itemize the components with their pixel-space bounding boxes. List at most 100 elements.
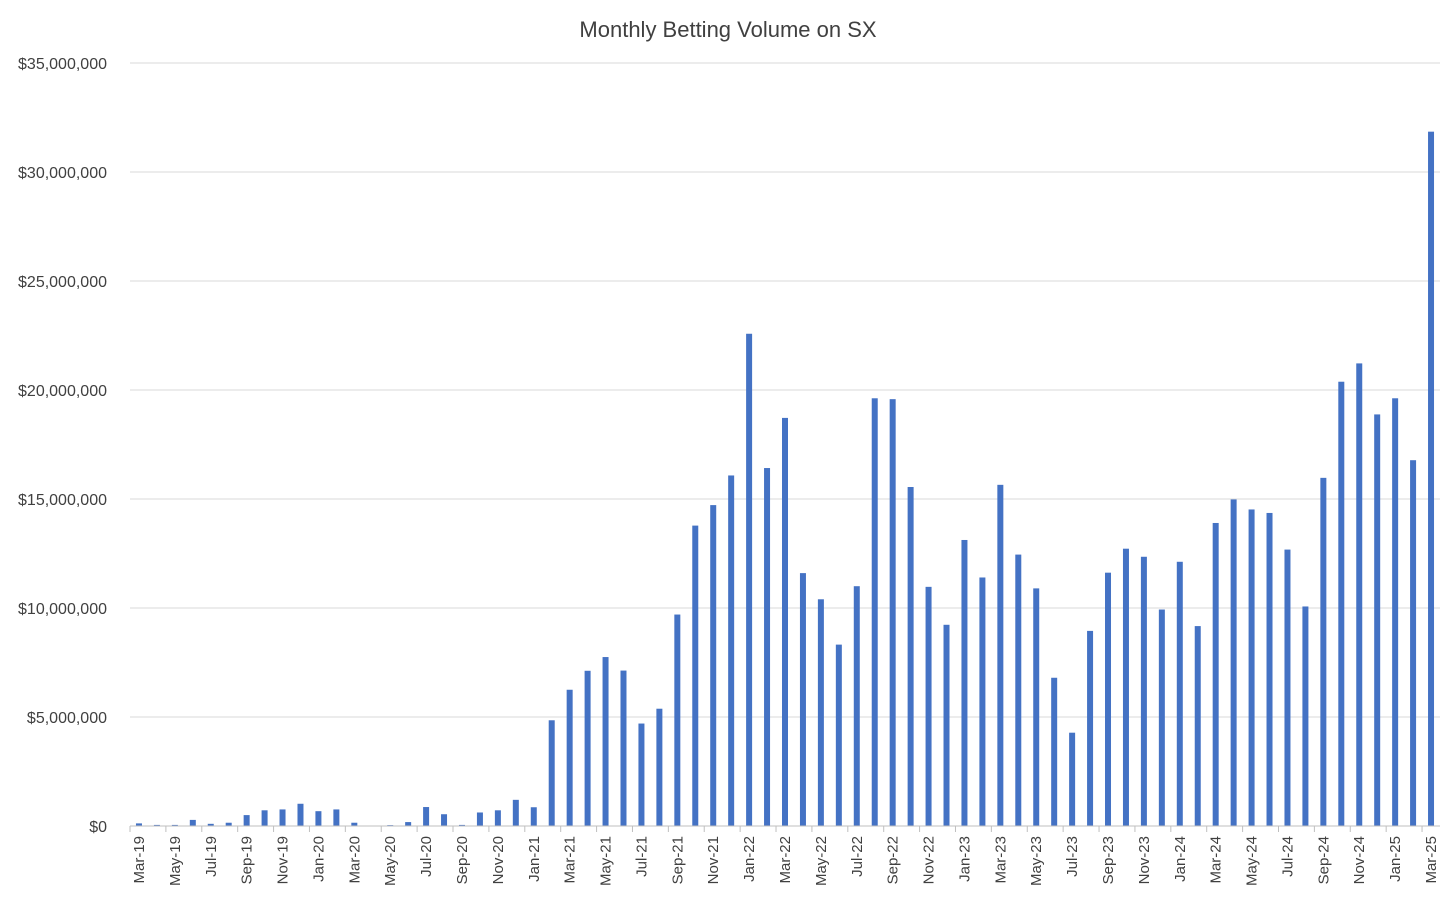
bar-Jun-21 <box>620 670 627 826</box>
bar-Dec-24 <box>1374 414 1381 826</box>
bar-Apr-24 <box>1230 499 1237 826</box>
bar-Oct-22 <box>907 487 914 826</box>
bar-Jan-22 <box>746 333 753 826</box>
x-tick-label: Jul-21 <box>633 836 650 877</box>
bar-Jun-22 <box>835 644 842 826</box>
bar-Mar-23 <box>997 484 1004 826</box>
bar-Jan-25 <box>1392 398 1399 826</box>
bar-Mar-21 <box>566 689 573 826</box>
bar-Dec-23 <box>1158 609 1165 826</box>
y-tick-label: $10,000,000 <box>18 601 107 618</box>
bar-May-22 <box>817 599 824 826</box>
bar-May-24 <box>1248 509 1255 826</box>
x-tick-label: Mar-21 <box>562 836 579 884</box>
x-tick-label: Sep-23 <box>1100 836 1117 884</box>
x-tick-label: Jul-22 <box>849 836 866 877</box>
x-tick-label: Jan-24 <box>1172 836 1189 882</box>
bar-Dec-21 <box>728 475 735 826</box>
x-tick-label: Nov-24 <box>1351 836 1368 884</box>
bar-Apr-19 <box>153 824 160 826</box>
bar-Dec-20 <box>512 799 519 826</box>
x-tick-label: Jan-22 <box>741 836 758 882</box>
axes <box>129 825 1440 832</box>
y-tick-label: $20,000,000 <box>18 383 107 400</box>
bar-Nov-20 <box>494 810 501 826</box>
x-tick-label: Jul-24 <box>1279 836 1296 877</box>
bar-Mar-19 <box>135 823 142 826</box>
bar-May-19 <box>171 824 178 826</box>
bar-Aug-24 <box>1302 606 1309 826</box>
bar-Oct-19 <box>261 810 268 826</box>
bar-Aug-22 <box>871 398 878 826</box>
bar-Mar-22 <box>782 417 788 826</box>
bar-Nov-24 <box>1356 363 1363 826</box>
x-tick-label: May-21 <box>598 836 615 886</box>
x-tick-label: Mar-24 <box>1208 836 1225 884</box>
bar-Sep-21 <box>674 614 681 826</box>
chart-title: Monthly Betting Volume on SX <box>579 17 876 42</box>
bar-Aug-19 <box>225 822 232 826</box>
x-tick-label: Nov-19 <box>275 836 292 884</box>
bar-Jul-21 <box>638 723 645 826</box>
y-tick-label: $35,000,000 <box>18 56 107 73</box>
bar-Sep-24 <box>1320 477 1327 826</box>
bar-Oct-23 <box>1122 548 1129 826</box>
bar-Jul-22 <box>853 586 860 826</box>
x-tick-label: Sep-24 <box>1315 836 1332 884</box>
y-axis-ticks: $0 $5,000,000 $10,000,000 $15,000,000 $20,00… <box>18 56 107 836</box>
bar-Jun-23 <box>1051 677 1058 826</box>
x-axis-ticks: Mar-19 May-19 Jul-19 Sep-19 Nov-19 Jan-20 Mar-… <box>131 836 1440 886</box>
x-tick-label: Mar-20 <box>346 836 363 884</box>
bar-Jul-24 <box>1284 549 1291 826</box>
bar-Jan-24 <box>1176 561 1183 826</box>
x-tick-label: Nov-20 <box>490 836 507 884</box>
bar-Jan-20 <box>315 811 322 826</box>
bar-Nov-22 <box>925 586 932 826</box>
bar-Dec-22 <box>943 624 950 826</box>
bar-Feb-21 <box>548 720 555 826</box>
x-tick-label: Jan-21 <box>526 836 543 882</box>
bar-Apr-23 <box>1015 554 1022 826</box>
x-tick-label: Nov-23 <box>1136 836 1153 884</box>
bar-Jan-21 <box>530 807 537 826</box>
bar-Dec-19 <box>297 803 304 826</box>
bar-Feb-22 <box>764 468 771 826</box>
x-tick-label: May-19 <box>167 836 184 886</box>
bar-Jul-23 <box>1069 732 1076 826</box>
x-tick-label: Mar-25 <box>1423 836 1440 884</box>
x-tick-label: Sep-21 <box>669 836 686 884</box>
x-tick-label: Mar-19 <box>131 836 148 884</box>
bar-Sep-19 <box>243 815 250 826</box>
bar-Jun-20 <box>405 822 412 826</box>
bar-Jul-20 <box>423 807 430 826</box>
bar-Oct-24 <box>1338 381 1345 826</box>
x-tick-label: Jul-19 <box>203 836 220 877</box>
x-tick-label: Sep-22 <box>885 836 902 884</box>
bar-Jul-19 <box>207 823 214 826</box>
y-tick-label: $5,000,000 <box>27 710 107 727</box>
x-tick-label: Jan-25 <box>1387 836 1404 882</box>
bar-Apr-22 <box>799 573 806 826</box>
x-tick-label: May-24 <box>1244 836 1261 886</box>
bar-Aug-21 <box>656 708 663 826</box>
bar-Mar-20 <box>351 822 358 826</box>
y-tick-label: $0 <box>89 819 107 836</box>
bar-Mar-25 <box>1428 131 1435 827</box>
bar-Oct-20 <box>476 812 483 826</box>
x-tick-label: May-22 <box>813 836 830 886</box>
bar-Sep-22 <box>889 399 896 826</box>
bar-May-21 <box>602 657 609 826</box>
x-tick-label: May-23 <box>1028 836 1045 886</box>
bar-Aug-23 <box>1087 630 1094 826</box>
bar-Nov-19 <box>279 809 286 826</box>
y-tick-label: $25,000,000 <box>18 274 107 291</box>
bar-Feb-24 <box>1194 626 1201 826</box>
x-tick-label: Mar-23 <box>992 836 1009 884</box>
x-tick-label: May-20 <box>382 836 399 886</box>
x-tick-label: Nov-21 <box>705 836 722 884</box>
bar-Jan-23 <box>961 539 968 826</box>
x-tick-label: Jan-23 <box>956 836 973 882</box>
y-tick-label: $30,000,000 <box>18 165 107 182</box>
bar-Jun-19 <box>189 819 196 826</box>
